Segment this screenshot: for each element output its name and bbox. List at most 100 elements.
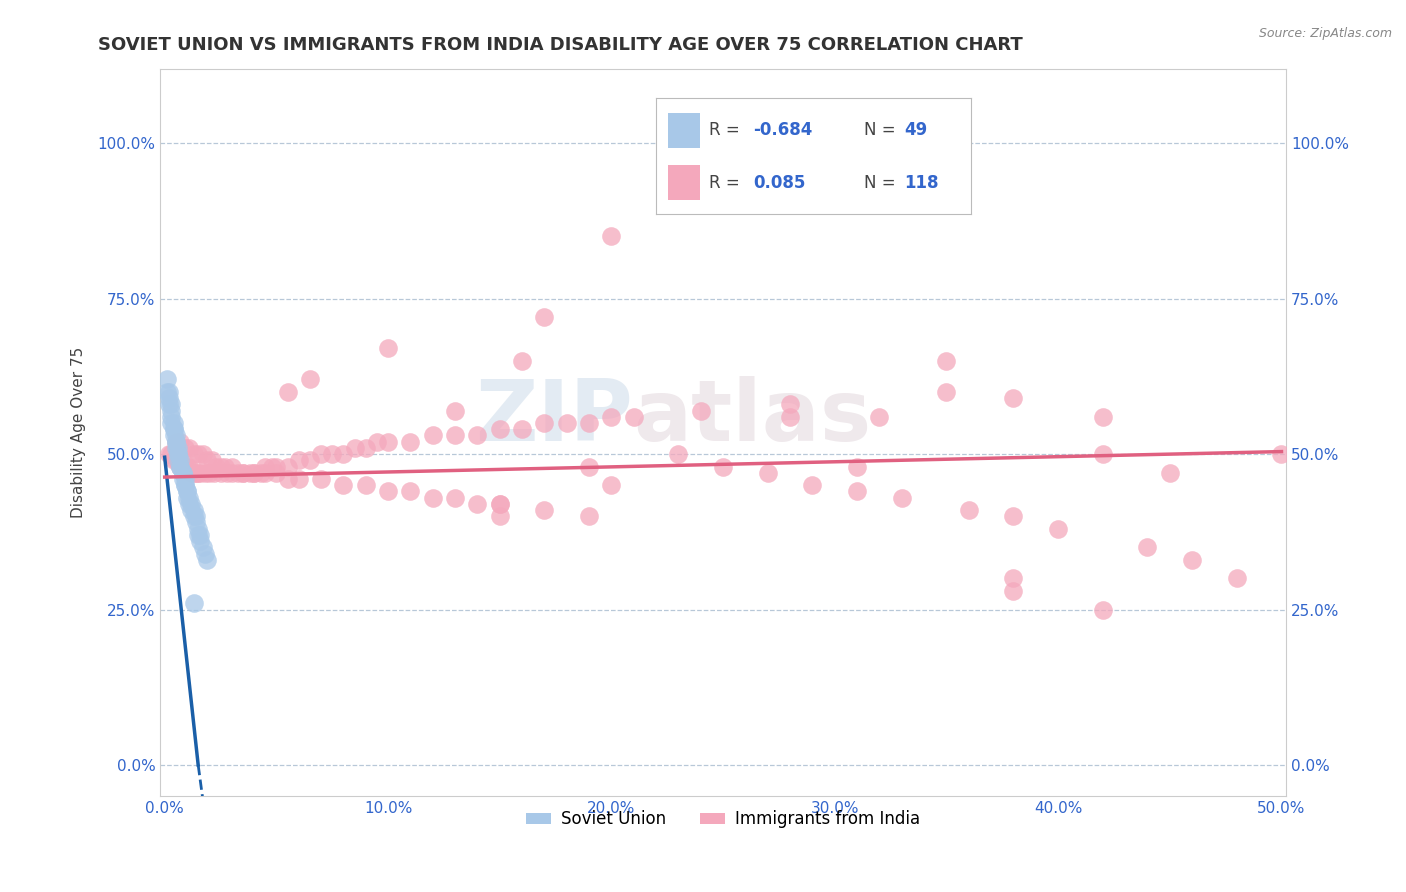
Point — [399, 434, 422, 449]
Point — [1091, 447, 1114, 461]
Point — [1002, 571, 1025, 585]
Point — [711, 459, 734, 474]
Text: Source: ZipAtlas.com: Source: ZipAtlas.com — [1258, 27, 1392, 40]
Point — [1091, 409, 1114, 424]
Point — [167, 447, 190, 461]
Point — [779, 397, 801, 411]
Point — [172, 459, 194, 474]
Point — [510, 353, 533, 368]
Point — [162, 422, 184, 436]
Point — [183, 503, 205, 517]
Point — [179, 491, 201, 505]
Point — [167, 447, 190, 461]
Point — [156, 372, 179, 386]
Point — [165, 434, 187, 449]
Point — [533, 503, 555, 517]
Point — [488, 422, 510, 436]
Point — [162, 453, 184, 467]
Point — [190, 466, 212, 480]
Point — [195, 453, 218, 467]
Point — [214, 459, 236, 474]
Point — [533, 416, 555, 430]
Point — [422, 491, 444, 505]
Point — [600, 229, 623, 244]
Point — [254, 466, 277, 480]
Point — [1159, 466, 1181, 480]
Point — [1181, 553, 1204, 567]
Point — [176, 491, 198, 505]
Point — [277, 472, 299, 486]
Point — [173, 478, 195, 492]
Point — [266, 466, 288, 480]
Point — [160, 397, 183, 411]
Point — [846, 459, 869, 474]
Text: atlas: atlas — [633, 376, 872, 459]
Point — [160, 403, 183, 417]
Point — [266, 459, 288, 474]
Point — [243, 466, 266, 480]
Point — [1226, 571, 1249, 585]
Point — [321, 447, 343, 461]
Point — [165, 434, 187, 449]
Point — [173, 472, 195, 486]
Point — [298, 372, 321, 386]
Point — [249, 466, 271, 480]
Y-axis label: Disability Age Over 75: Disability Age Over 75 — [72, 347, 86, 518]
Point — [209, 459, 232, 474]
Point — [1136, 541, 1159, 555]
Point — [187, 522, 209, 536]
Point — [162, 428, 184, 442]
Point — [179, 497, 201, 511]
Point — [228, 466, 250, 480]
Text: SOVIET UNION VS IMMIGRANTS FROM INDIA DISABILITY AGE OVER 75 CORRELATION CHART: SOVIET UNION VS IMMIGRANTS FROM INDIA DI… — [98, 36, 1024, 54]
Point — [180, 497, 202, 511]
Point — [444, 403, 467, 417]
Point — [191, 541, 214, 555]
Point — [957, 503, 980, 517]
Point — [243, 466, 266, 480]
Point — [173, 441, 195, 455]
Point — [172, 466, 194, 480]
Point — [343, 441, 366, 455]
Point — [165, 428, 187, 442]
Point — [467, 428, 489, 442]
Point — [198, 466, 221, 480]
Point — [190, 534, 212, 549]
Point — [180, 466, 202, 480]
Point — [194, 466, 217, 480]
Point — [1047, 522, 1070, 536]
Point — [366, 434, 388, 449]
Point — [156, 384, 179, 399]
Point — [309, 472, 332, 486]
Point — [578, 459, 600, 474]
Point — [173, 478, 195, 492]
Point — [187, 447, 209, 461]
Point — [260, 459, 283, 474]
Point — [184, 509, 207, 524]
Point — [399, 484, 422, 499]
Point — [160, 416, 183, 430]
Point — [467, 497, 489, 511]
Point — [172, 472, 194, 486]
Point — [217, 466, 239, 480]
Point — [332, 478, 354, 492]
Point — [377, 484, 399, 499]
Point — [689, 403, 711, 417]
Point — [183, 509, 205, 524]
Point — [422, 428, 444, 442]
Point — [169, 434, 191, 449]
Legend: Soviet Union, Immigrants from India: Soviet Union, Immigrants from India — [520, 804, 927, 835]
Point — [165, 434, 187, 449]
Point — [444, 428, 467, 442]
Point — [1091, 602, 1114, 616]
Point — [167, 441, 190, 455]
Point — [890, 491, 912, 505]
Point — [167, 453, 190, 467]
Point — [298, 453, 321, 467]
Point — [332, 447, 354, 461]
Point — [578, 416, 600, 430]
Point — [209, 466, 232, 480]
Point — [187, 528, 209, 542]
Point — [157, 447, 180, 461]
Point — [157, 384, 180, 399]
